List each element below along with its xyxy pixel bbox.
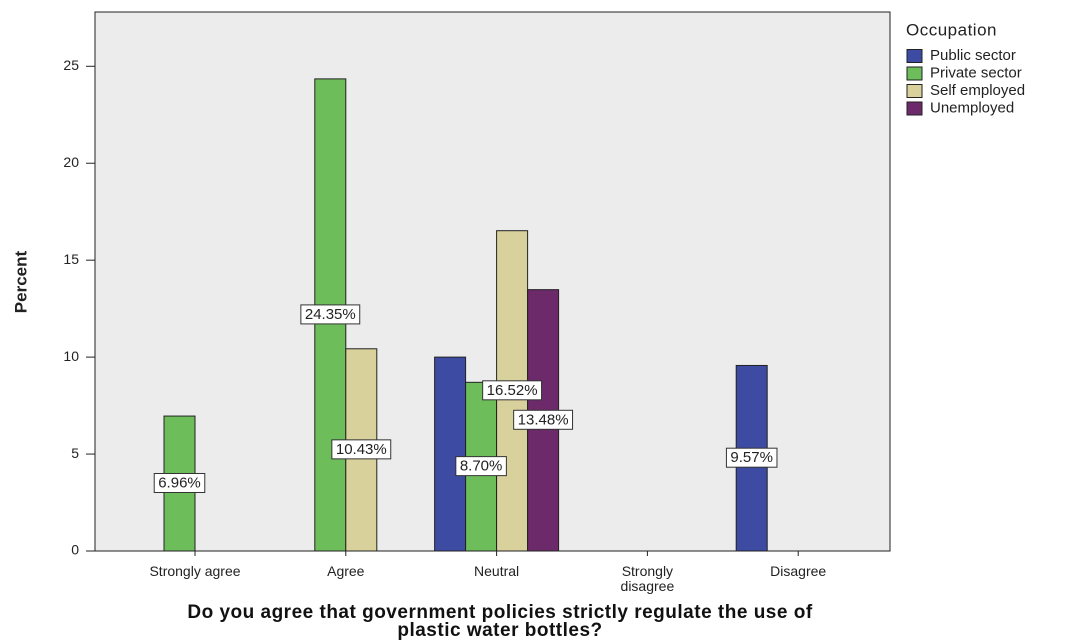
x-tick-label: Strongly disagree: [620, 563, 675, 594]
value-label: 9.57%: [730, 449, 773, 466]
y-tick-label: 25: [63, 57, 79, 73]
x-axis-label: Do you agree that government policies st…: [187, 602, 813, 641]
value-label-group: 10.43%: [331, 439, 392, 460]
value-label: 24.35%: [305, 306, 356, 323]
legend-swatch: [906, 84, 923, 98]
value-label-box: [455, 456, 507, 477]
value-label: 16.52%: [487, 382, 538, 399]
x-tick-label: Agree: [327, 563, 365, 579]
value-label-group: 16.52%: [482, 380, 543, 401]
value-label-box: [482, 380, 543, 401]
value-label-group: 24.35%: [300, 304, 361, 325]
value-label-group: 9.57%: [725, 447, 778, 468]
value-label-group: 6.96%: [153, 472, 206, 493]
y-tick-label: 5: [71, 445, 79, 461]
value-label: 10.43%: [336, 441, 387, 458]
legend-label: Self employed: [930, 82, 1025, 99]
legend-swatch: [906, 101, 923, 116]
value-label-box: [513, 409, 574, 430]
y-axis-label: Percent: [11, 250, 30, 313]
value-label-group: 8.70%: [455, 456, 507, 477]
value-label-group: 13.48%: [513, 409, 574, 430]
x-tick-label: Disagree: [770, 563, 827, 579]
legend-swatch: [906, 66, 923, 81]
y-tick-label: 15: [63, 251, 79, 267]
value-label: 13.48%: [518, 411, 569, 428]
x-tick-label: Neutral: [474, 563, 520, 579]
legend-swatch: [906, 49, 923, 63]
y-tick-label: 20: [63, 154, 79, 170]
bar: [434, 356, 467, 552]
value-label-box: [331, 439, 392, 460]
value-label: 8.70%: [460, 458, 503, 475]
legend-label: Private sector: [930, 64, 1022, 81]
y-tick-label: 0: [71, 542, 79, 558]
legend-label: Public sector: [930, 47, 1016, 64]
x-tick-label: Strongly agree: [149, 563, 241, 579]
y-tick-label: 10: [63, 348, 79, 364]
value-label-box: [153, 472, 206, 493]
value-label-box: [300, 304, 361, 325]
value-label-box: [725, 447, 778, 468]
legend-label: Unemployed: [930, 99, 1014, 116]
value-label: 6.96%: [158, 474, 201, 491]
legend-title: Occupation: [906, 20, 997, 39]
